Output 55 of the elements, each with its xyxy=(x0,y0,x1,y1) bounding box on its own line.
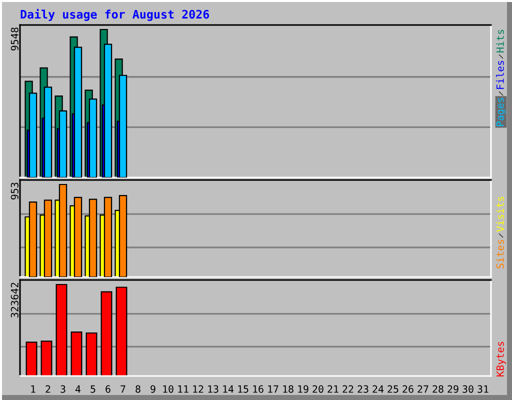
x-tick-label: 11 xyxy=(178,385,188,393)
x-tick-label: 3 xyxy=(60,385,66,393)
bar xyxy=(100,291,112,376)
x-tick-label: 30 xyxy=(462,385,474,393)
text: Pages xyxy=(496,98,506,126)
x-tick-label: 9 xyxy=(150,385,156,393)
x-tick-label: 17 xyxy=(268,385,278,393)
x-tick-label: 31 xyxy=(478,385,488,393)
x-tick-label: 15 xyxy=(238,385,248,393)
text: 323642 xyxy=(10,282,18,318)
x-tick-label: 28 xyxy=(432,385,444,393)
bar xyxy=(86,332,98,376)
x-tick-label: 10 xyxy=(163,385,174,393)
x-tick-label: 22 xyxy=(342,385,354,393)
bar xyxy=(74,196,82,277)
x-tick-label: 23 xyxy=(358,385,368,393)
x-tick-label: 19 xyxy=(298,385,308,393)
x-tick-label: 16 xyxy=(253,385,264,393)
x-tick-label: 8 xyxy=(136,385,140,393)
bar xyxy=(56,284,68,376)
x-tick-label: 21 xyxy=(328,385,338,393)
x-tick-label: 24 xyxy=(372,385,384,393)
text: Hits xyxy=(496,30,504,52)
x-tick-label: 29 xyxy=(448,385,458,393)
x-tick-label: 18 xyxy=(283,385,294,393)
x-tick-label: 2 xyxy=(46,385,50,393)
x-tick-label: 25 xyxy=(388,385,398,393)
x-tick-label: 1 xyxy=(31,385,36,393)
text: 953 xyxy=(10,182,18,200)
bar xyxy=(44,200,52,277)
x-tick-label: 20 xyxy=(312,385,324,393)
text: Visits xyxy=(496,196,504,232)
x-tick-label: 26 xyxy=(402,385,414,393)
bar xyxy=(70,332,82,376)
text: KBytes xyxy=(496,342,506,376)
bar xyxy=(58,184,68,277)
text: Files xyxy=(496,60,504,89)
x-tick-label: 5 xyxy=(90,385,96,393)
x-tick-label: 27 xyxy=(418,385,428,393)
chart-title: Daily usage for August 2026 xyxy=(20,9,210,21)
bar xyxy=(88,198,98,277)
x-tick-label: 13 xyxy=(208,385,218,393)
x-tick-label: 14 xyxy=(223,385,234,393)
x-tick-label: 4 xyxy=(75,385,81,393)
x-tick-label: 7 xyxy=(120,385,126,393)
text: 9548 xyxy=(10,28,18,50)
bar xyxy=(26,342,38,376)
bar xyxy=(28,202,38,277)
bar xyxy=(116,286,128,376)
x-tick-label: 12 xyxy=(193,385,204,393)
x-tick-label: 6 xyxy=(106,385,110,393)
bar xyxy=(118,195,128,277)
bar xyxy=(104,196,112,277)
bar xyxy=(40,340,52,376)
text: Sites xyxy=(496,240,504,268)
